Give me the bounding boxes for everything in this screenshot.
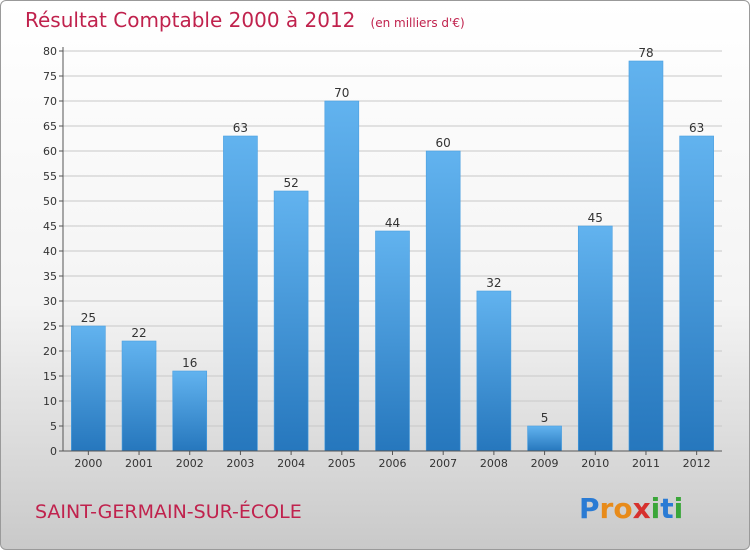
x-tick-label: 2011	[632, 457, 660, 470]
y-axis-ticks: 0 5 10 15 20 25 30 35 40 45 50 55 60 65 70 75 80	[43, 45, 63, 458]
logo-letter: P	[579, 492, 600, 525]
x-tick-label: 2012	[683, 457, 711, 470]
data-label: 60	[436, 136, 451, 150]
bar	[476, 290, 512, 452]
y-tick-label: 0	[50, 445, 57, 458]
y-tick-label: 10	[43, 395, 57, 408]
x-tick-label: 2008	[480, 457, 508, 470]
bar	[172, 370, 208, 452]
bar	[121, 340, 157, 452]
logo-letter: o	[613, 492, 632, 525]
data-label: 16	[182, 356, 197, 370]
bar	[527, 425, 562, 452]
bar	[628, 60, 664, 452]
data-label: 32	[486, 276, 501, 290]
data-label: 25	[81, 311, 96, 325]
y-tick-label: 65	[43, 120, 57, 133]
bar	[273, 190, 309, 452]
y-tick-label: 75	[43, 70, 57, 83]
x-tick-label: 2004	[277, 457, 305, 470]
bars	[71, 60, 714, 452]
x-axis-ticks: 2000 2001 2002 2003 2004 2005 2006 2007 2008 2009…	[74, 451, 711, 470]
data-label: 63	[689, 121, 704, 135]
data-label: 52	[283, 176, 298, 190]
bar	[71, 325, 106, 452]
x-tick-label: 2009	[531, 457, 559, 470]
data-label: 63	[233, 121, 248, 135]
x-tick-label: 2006	[379, 457, 407, 470]
x-tick-label: 2010	[581, 457, 609, 470]
x-tick-label: 2000	[74, 457, 102, 470]
bar	[324, 100, 360, 452]
y-tick-label: 35	[43, 270, 57, 283]
y-tick-label: 45	[43, 220, 57, 233]
commune-name: SAINT-GERMAIN-SUR-ÉCOLE	[35, 500, 302, 523]
y-tick-label: 20	[43, 345, 57, 358]
data-labels: 25 22 16 63 52 70 44 60 32 5 45 78 63	[81, 46, 705, 425]
y-tick-label: 40	[43, 245, 57, 258]
data-label: 45	[588, 211, 603, 225]
data-label: 70	[334, 86, 349, 100]
logo-letter: r	[600, 492, 614, 525]
y-tick-label: 55	[43, 170, 57, 183]
data-label: 44	[385, 216, 400, 230]
data-label: 22	[131, 326, 146, 340]
chart-unit: (en milliers d'€)	[371, 16, 465, 30]
y-tick-label: 50	[43, 195, 57, 208]
y-tick-label: 25	[43, 320, 57, 333]
chart-title: Résultat Comptable 2000 à 2012	[25, 8, 355, 32]
bar	[679, 135, 714, 452]
data-label: 5	[541, 411, 549, 425]
proxiti-logo: Proxiti	[579, 492, 683, 525]
logo-letter: i	[651, 492, 661, 525]
bar	[577, 225, 613, 452]
y-tick-label: 30	[43, 295, 57, 308]
bar	[223, 135, 258, 452]
bar	[425, 150, 461, 452]
logo-letter: t	[660, 492, 673, 525]
logo-letter: x	[633, 492, 651, 525]
x-tick-label: 2002	[176, 457, 204, 470]
data-label: 78	[638, 46, 653, 60]
chart-title-group: Résultat Comptable 2000 à 2012 (en milli…	[25, 8, 465, 32]
x-tick-label: 2005	[328, 457, 356, 470]
y-tick-label: 70	[43, 95, 57, 108]
logo-letter: i	[674, 492, 684, 525]
y-tick-label: 15	[43, 370, 57, 383]
bar	[375, 230, 410, 452]
x-tick-label: 2003	[226, 457, 254, 470]
x-tick-label: 2001	[125, 457, 153, 470]
x-tick-label: 2007	[429, 457, 457, 470]
y-tick-label: 60	[43, 145, 57, 158]
y-tick-label: 80	[43, 45, 57, 58]
y-tick-label: 5	[50, 420, 57, 433]
